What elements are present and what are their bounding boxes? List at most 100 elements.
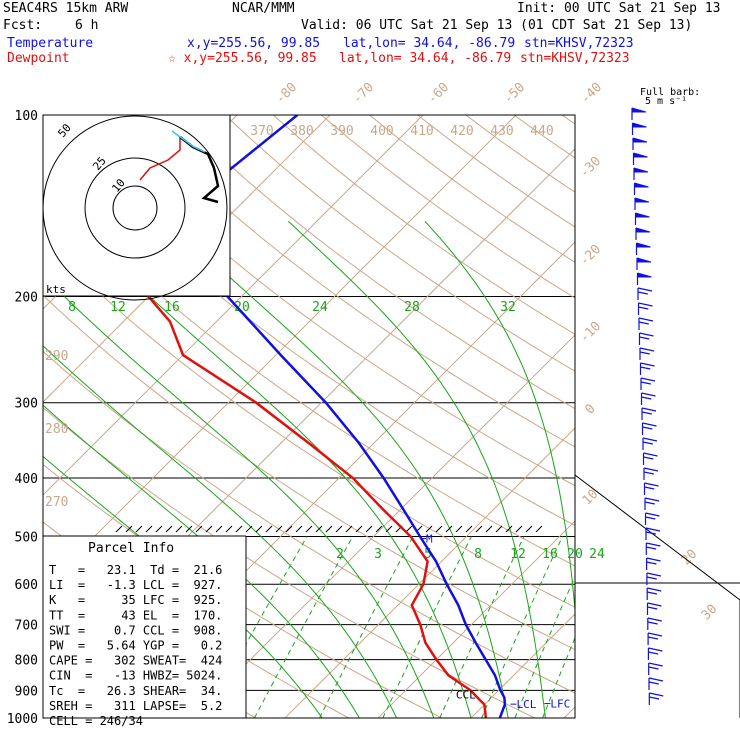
fcst-label: Fcst: (3, 18, 42, 33)
theta-e-label: 12 (110, 300, 126, 315)
wind-barb-flag (643, 452, 658, 457)
mixing-ratio-line (319, 536, 414, 718)
wind-barb-flag (638, 321, 649, 325)
wind-barb-flag (640, 377, 656, 382)
wind-barb-pennant (632, 122, 647, 128)
mixing-ratio-label: 16 (542, 547, 558, 562)
theta-e-label: 32 (500, 300, 516, 315)
dry-adiabat-line (43, 182, 575, 567)
freezing-hatch (115, 525, 123, 533)
wind-barb-flag (647, 591, 658, 595)
mixing-ratio-label: 12 (510, 547, 526, 562)
wind-barbs (574, 107, 740, 718)
wind-barb-flag (642, 441, 653, 445)
pressure-tick-label: 900 (15, 684, 38, 699)
freezing-hatch (305, 525, 313, 533)
mixing-ratio-label: 5 (424, 547, 432, 562)
mixing-ratio-line (382, 536, 472, 718)
wind-barb-flag (645, 512, 660, 517)
dry-adiabat-line (610, 115, 740, 718)
temperature-station: stn=KHSV,72323 (524, 36, 634, 51)
init-time: Init: 00 UTC Sat 21 Sep 13 (517, 1, 721, 16)
parcel-info-row: CIN = -13 HWBZ= 5024. (49, 669, 222, 683)
parcel-info-row: T = 23.1 Td = 21.6 (49, 563, 222, 577)
theta-e-label: 28 (404, 300, 420, 315)
moist-adiabat-line (287, 220, 546, 718)
wind-barb-flag (647, 602, 662, 607)
parcel-info-box (43, 536, 246, 718)
freezing-hatch (295, 525, 303, 533)
dry-adiabat-line (417, 115, 575, 228)
freezing-hatch (515, 525, 523, 533)
theta-label: 420 (450, 124, 473, 139)
parcel-info-row: LI = -1.3 LCL = 927. (49, 578, 222, 592)
fcst-value: 6 h (75, 18, 98, 33)
wind-barb-flag (644, 482, 659, 487)
isotherm-label: -50 (501, 80, 528, 107)
isotherm-label: -40 (578, 80, 605, 107)
freezing-hatch (245, 525, 253, 533)
isotherm-label: 0 (582, 401, 598, 417)
theta-label: 400 (370, 124, 393, 139)
wind-barb-flag (647, 621, 658, 625)
pressure-tick-label: 700 (15, 619, 38, 634)
dewpoint-xy: ☆ x,y=255.56, 99.85 (168, 51, 317, 66)
wind-barb-flag (647, 632, 663, 637)
isotherm-label: -60 (425, 80, 452, 107)
freezing-hatch (135, 525, 143, 533)
freezing-hatch (235, 525, 243, 533)
isotherm-label: -80 (273, 80, 300, 107)
parcel-info-row: Tc = 26.3 SHEAR= 34. (49, 684, 222, 698)
wind-barb-flag (645, 516, 656, 520)
freezing-hatch (445, 525, 453, 533)
theta-label: 430 (490, 124, 513, 139)
dewpoint-label: Dewpoint (7, 51, 70, 66)
isotherm-line (470, 613, 575, 718)
model-name: SEAC4RS 15km ARW (3, 1, 128, 16)
wind-barb-flag (642, 426, 653, 430)
wind-barb-pennant (636, 257, 652, 263)
dry-adiabat-line (176, 115, 575, 410)
dry-adiabat-line (706, 115, 740, 718)
pressure-tick-label: 300 (15, 397, 38, 412)
hodograph-ring (112, 185, 158, 231)
wind-barb-flag (643, 456, 654, 460)
dry-adiabat-line (561, 115, 575, 125)
wind-barb-flag (640, 381, 651, 385)
theta-side-label: 280 (45, 422, 68, 437)
barb-key-line1: Full barb: (640, 87, 700, 98)
theta-side-label: 290 (45, 349, 68, 364)
mixing-ratio-label: 24 (589, 547, 605, 562)
pressure-tick-label: 800 (15, 654, 38, 669)
parcel-info-row: K = 35 LFC = 925. (49, 593, 222, 607)
wind-barb-flag (642, 437, 658, 442)
temperature-label: Temperature (7, 36, 93, 51)
hodograph-units-label: kts (46, 283, 66, 296)
freezing-hatch (405, 525, 413, 533)
dry-adiabat-line (80, 115, 575, 487)
wind-barb-flag (646, 572, 662, 577)
dry-adiabat-line (43, 126, 575, 527)
theta-e-label: 24 (312, 300, 328, 315)
freezing-hatch (315, 525, 323, 533)
freezing-hatch (385, 525, 393, 533)
parcel-info-row: CELL = 246/34 (49, 714, 143, 728)
wind-barb-pennant (633, 167, 649, 173)
wind-barb-pennant (634, 197, 650, 203)
freezing-hatch (435, 525, 443, 533)
wind-barb-pennant (636, 242, 651, 248)
dry-adiabat-line (43, 238, 575, 608)
wind-barb-flag (647, 587, 662, 592)
wind-barb-pennant (637, 272, 652, 278)
wind-barb-flag (644, 486, 655, 490)
wind-barb-flag (644, 501, 655, 505)
freezing-hatch (225, 525, 233, 533)
dry-adiabat-line (224, 115, 575, 372)
pressure-tick-label: 1000 (7, 712, 38, 727)
dry-adiabat-line (43, 294, 575, 651)
hodograph-ring (84, 157, 186, 259)
freezing-hatch (125, 525, 133, 533)
isotherm-line (284, 427, 575, 718)
parcel-info-row: PW = 5.64 YGP = 0.2 (49, 639, 222, 653)
wind-barb-flag (645, 531, 656, 535)
